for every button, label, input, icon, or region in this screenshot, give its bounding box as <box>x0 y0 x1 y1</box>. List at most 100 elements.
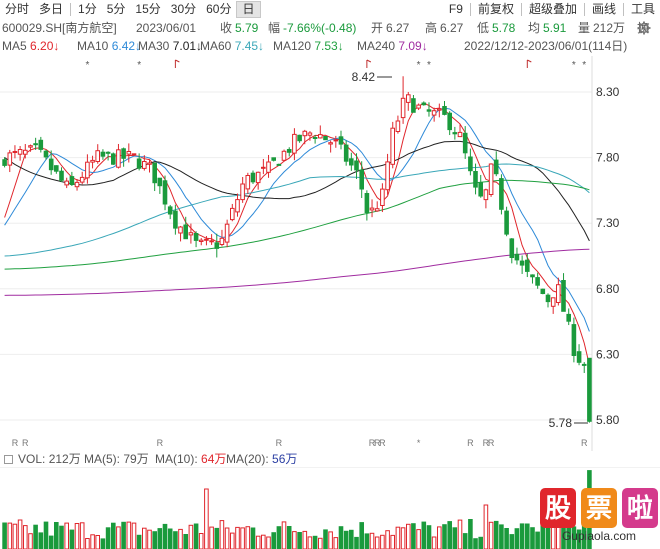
ma10-line <box>4 107 590 332</box>
toolbar-divider <box>583 3 585 16</box>
candle-body <box>74 181 80 188</box>
candle-body <box>43 150 49 158</box>
candle-body <box>157 177 163 187</box>
candle-body <box>100 151 106 157</box>
candle-body <box>214 242 220 249</box>
watermark-badge: 股 <box>540 488 576 528</box>
candle-body <box>219 237 225 246</box>
low-annotation: 5.78 <box>549 416 588 430</box>
volume-bar <box>85 538 90 549</box>
candles <box>2 76 592 423</box>
draw-line-button[interactable]: 画线 <box>591 2 616 16</box>
tab-15min[interactable]: 15分 <box>135 2 161 16</box>
candle-body <box>230 207 235 221</box>
dividend-r-marker: R <box>374 438 381 448</box>
candle-body <box>437 108 442 111</box>
ma5-line <box>4 102 590 366</box>
volume-bar <box>204 488 209 549</box>
volume-bar <box>126 521 132 549</box>
price-tick-label: 7.80 <box>596 151 620 165</box>
candle-body <box>261 166 266 169</box>
volume-bar <box>198 533 204 549</box>
close-value: 5.79 <box>235 21 259 35</box>
candle-body <box>473 171 478 188</box>
candle-body <box>7 152 13 166</box>
tab-60min[interactable]: 60分 <box>206 2 232 16</box>
candle-body <box>116 149 121 168</box>
tab-timeshare[interactable]: 分时 <box>5 2 30 16</box>
candle-body <box>390 127 395 165</box>
candle-body <box>28 145 33 148</box>
candle-body <box>17 149 23 155</box>
volume-bar <box>302 530 308 549</box>
ma240-legend: MA240 7.09↓ <box>357 37 428 55</box>
forward-adjust-button[interactable]: 前复权 <box>477 2 514 16</box>
volume-bar <box>7 522 13 549</box>
candle-body <box>142 161 147 169</box>
tab-1min[interactable]: 1分 <box>78 2 97 16</box>
tab-5min[interactable]: 5分 <box>106 2 126 16</box>
volume-bar <box>297 532 302 549</box>
volume-bar <box>328 531 333 549</box>
candle-body <box>266 161 271 173</box>
volume-bar <box>69 529 75 549</box>
period-high-label: 8.42 <box>352 70 376 84</box>
toolbar-divider <box>520 3 522 16</box>
event-star-icon: * <box>417 60 421 71</box>
candle-body <box>323 136 328 141</box>
price-tick-label: 5.80 <box>596 413 620 427</box>
candlestick-chart[interactable]: * * * * * * 8.30 7.80 7.30 6.80 6.30 5.80 8.42 5.7… <box>0 56 660 451</box>
candle-body <box>447 112 452 131</box>
volume-bar <box>261 534 266 549</box>
high-label: 高 <box>425 21 438 35</box>
candle-body <box>457 131 463 138</box>
volume-bar <box>245 526 251 549</box>
volume-bar <box>385 530 390 549</box>
candle-body <box>250 172 256 183</box>
candle-body <box>462 132 468 154</box>
collapse-icon[interactable] <box>4 455 13 464</box>
volume-bar <box>235 526 240 549</box>
volume-bar <box>219 520 225 549</box>
event-star-icon: * <box>582 60 586 71</box>
volume-bar <box>576 529 582 549</box>
candle-body <box>54 165 59 172</box>
candle-body <box>576 351 582 363</box>
ma5-value: 6.20↓ <box>30 39 60 53</box>
candle-body <box>2 159 7 166</box>
ma240-value: 7.09↓ <box>398 39 428 53</box>
volume-bar <box>525 523 530 549</box>
volume-bar <box>504 528 509 549</box>
volume-bar <box>478 536 483 549</box>
volume-bar <box>488 521 494 549</box>
candle-body <box>514 253 520 261</box>
volume-bar <box>462 533 468 549</box>
event-star-icon: * <box>572 60 576 71</box>
tab-multi-day[interactable]: 多日 <box>39 2 64 16</box>
volume-bar <box>121 521 126 549</box>
tab-30min[interactable]: 30分 <box>170 2 197 16</box>
quote-info-bar: 600029.SH[南方航空] 2023/06/01 收 5.79 幅 -7.6… <box>0 19 660 37</box>
volume-bar <box>416 529 421 549</box>
volume-bar <box>468 519 473 549</box>
candle-body <box>535 277 540 286</box>
candle-body <box>281 150 287 161</box>
tools-button[interactable]: 工具 <box>630 2 655 16</box>
volume-bar <box>157 528 163 549</box>
tab-daily[interactable]: 日 <box>236 1 261 18</box>
vol-ma10: MA(10): 64万 <box>155 452 227 466</box>
candle-body <box>400 97 406 119</box>
volume-bar <box>307 536 313 549</box>
overlay-button[interactable]: 超级叠加 <box>528 2 577 16</box>
candle-body <box>364 193 370 213</box>
ma30-value: 7.01↓ <box>172 39 203 53</box>
volume-bar <box>343 530 349 549</box>
dividend-r-marker: R <box>379 438 386 448</box>
volume-bar <box>535 531 540 549</box>
candle-body <box>571 324 577 357</box>
f9-button[interactable]: F9 <box>448 2 463 16</box>
candle-body <box>178 226 183 234</box>
candle-body <box>302 130 308 137</box>
gear-icon[interactable] <box>637 21 651 35</box>
ma120-legend: MA120 7.53↓ <box>273 37 344 55</box>
